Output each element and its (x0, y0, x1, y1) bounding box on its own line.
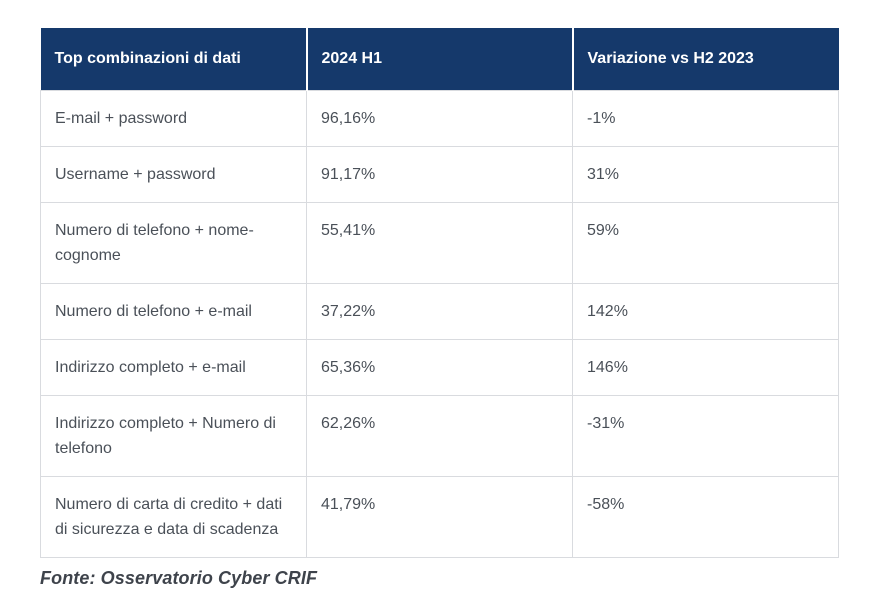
h1-value-cell: 65,36% (306, 338, 573, 396)
h1-value-cell: 62,26% (306, 394, 573, 477)
combo-cell: Indirizzo completo + e-mail (40, 338, 307, 396)
table-row: Indirizzo completo + Numero di telefono … (40, 394, 839, 477)
variation-cell: 59% (572, 201, 839, 284)
table-row: Numero di telefono + e-mail 37,22% 142% (40, 282, 839, 340)
table-row: Numero di carta di credito + dati di sic… (40, 475, 839, 558)
data-table-container: Top combinazioni di dati 2024 H1 Variazi… (40, 28, 839, 589)
table-header-row: Top combinazioni di dati 2024 H1 Variazi… (40, 28, 839, 90)
h1-value-cell: 55,41% (306, 201, 573, 284)
combo-cell: E-mail + password (40, 89, 307, 147)
h1-value-cell: 91,17% (306, 145, 573, 203)
table-row: Numero di telefono + nome-cognome 55,41%… (40, 201, 839, 284)
combo-cell: Username + password (40, 145, 307, 203)
h1-value-cell: 41,79% (306, 475, 573, 558)
source-caption: Fonte: Osservatorio Cyber CRIF (40, 567, 318, 588)
table-body: E-mail + password 96,16% -1% Username + … (40, 89, 839, 558)
combo-cell: Indirizzo completo + Numero di telefono (40, 394, 307, 477)
variation-cell: 142% (572, 282, 839, 340)
variation-cell: 146% (572, 338, 839, 396)
header-cell-2024-h1: 2024 H1 (306, 28, 574, 90)
h1-value-cell: 37,22% (306, 282, 573, 340)
table-header: Top combinazioni di dati 2024 H1 Variazi… (40, 28, 839, 90)
combo-cell: Numero di telefono + nome-cognome (40, 201, 307, 284)
combo-cell: Numero di telefono + e-mail (40, 282, 307, 340)
top-data-combinations-table: Top combinazioni di dati 2024 H1 Variazi… (40, 28, 839, 558)
variation-cell: -58% (572, 475, 839, 558)
h1-value-cell: 96,16% (306, 89, 573, 147)
table-row: Indirizzo completo + e-mail 65,36% 146% (40, 338, 839, 396)
variation-cell: -31% (572, 394, 839, 477)
header-cell-variation: Variazione vs H2 2023 (572, 28, 839, 90)
table-row: E-mail + password 96,16% -1% (40, 89, 839, 147)
header-cell-combinations: Top combinazioni di dati (40, 28, 308, 90)
combo-cell: Numero di carta di credito + dati di sic… (40, 475, 307, 558)
table-row: Username + password 91,17% 31% (40, 145, 839, 203)
variation-cell: -1% (572, 89, 839, 147)
variation-cell: 31% (572, 145, 839, 203)
